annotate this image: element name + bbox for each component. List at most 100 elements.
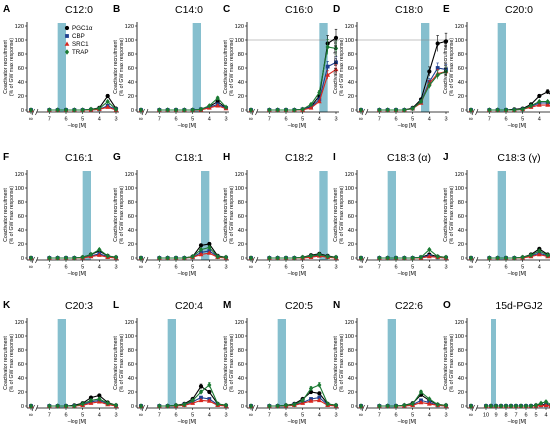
data-point xyxy=(88,397,94,404)
x-tick-label: 4 xyxy=(318,413,321,419)
y-axis-label-units: (% of GW max response) xyxy=(339,186,345,245)
legend-label: PGC1α xyxy=(72,25,93,32)
panel-title: 15d-PGJ2 xyxy=(495,300,542,312)
data-point xyxy=(47,403,52,409)
data-point xyxy=(138,107,144,113)
axis-break-mark xyxy=(35,108,39,116)
x-tick-label: 7 xyxy=(158,413,161,419)
panel-title: C18:1 xyxy=(175,152,203,164)
y-tick-label: 40 xyxy=(128,80,134,86)
y-tick-label: 120 xyxy=(125,172,134,178)
y-axis-label-units: (% of GW max response) xyxy=(119,186,125,245)
data-point xyxy=(495,255,500,261)
y-axis-label-units: (% of GW max response) xyxy=(339,334,345,393)
data-point xyxy=(543,402,549,407)
data-point xyxy=(443,68,449,75)
x-tick-label: 7 xyxy=(48,265,51,271)
data-point xyxy=(292,107,297,113)
x-tick-label: 7 xyxy=(268,117,271,123)
legend-marker xyxy=(64,41,70,46)
y-axis-label: Coactivator recruitment xyxy=(443,188,449,242)
x-axis-label: –log [M] xyxy=(508,271,527,277)
data-point xyxy=(63,403,69,409)
panel-letter: O xyxy=(443,300,451,311)
data-point xyxy=(215,103,221,108)
legend-marker xyxy=(64,25,70,31)
x-tick-label: ∞ xyxy=(29,413,33,419)
y-axis-label-units: (% of GW max response) xyxy=(229,186,235,245)
y-tick-label: 120 xyxy=(235,172,244,178)
y-tick-label: 20 xyxy=(348,94,354,100)
data-point xyxy=(427,82,432,89)
axis-break-mark xyxy=(365,108,369,116)
data-point xyxy=(88,395,94,400)
panel-letter: E xyxy=(443,4,450,15)
y-tick-label: 0 xyxy=(351,108,354,114)
x-tick-label: 8 xyxy=(504,413,507,419)
y-axis-label: Coactivator recruitment xyxy=(113,188,119,242)
data-point xyxy=(173,402,179,408)
data-point xyxy=(418,98,424,105)
y-tick-label: 100 xyxy=(455,38,464,44)
y-tick-label: 120 xyxy=(455,320,464,326)
y-axis-label: Coactivator recruitment xyxy=(333,40,339,94)
panel-title: C18:3 (γ) xyxy=(497,152,540,164)
panel-letter: B xyxy=(113,4,120,15)
series-trap xyxy=(248,382,339,409)
y-tick-label: 80 xyxy=(458,348,464,354)
y-tick-label: 60 xyxy=(348,66,354,72)
data-point xyxy=(190,397,195,404)
data-point xyxy=(545,252,550,258)
axis-break-gap xyxy=(143,109,147,115)
axis-break-gap xyxy=(143,405,147,411)
x-tick-label: 7 xyxy=(158,265,161,271)
data-point xyxy=(308,253,314,259)
y-tick-label: 0 xyxy=(241,108,244,114)
data-point xyxy=(215,401,220,407)
axis-break-gap xyxy=(143,257,147,263)
y-tick-label: 40 xyxy=(348,228,354,234)
x-tick-label: 3 xyxy=(114,117,117,123)
data-point xyxy=(503,255,509,261)
series-trap xyxy=(468,399,550,409)
panel-title: C18:3 (α) xyxy=(387,152,431,164)
x-tick-label: 4 xyxy=(428,117,431,123)
data-point xyxy=(165,107,170,113)
data-point xyxy=(545,102,550,107)
y-tick-label: 40 xyxy=(238,376,244,382)
data-point xyxy=(105,93,110,99)
x-tick-label: 5 xyxy=(81,413,84,419)
x-tick-label: 5 xyxy=(521,117,524,123)
axis-break-mark xyxy=(361,108,365,116)
series-trap xyxy=(138,382,229,409)
data-point xyxy=(113,402,119,408)
y-axis-label: Coactivator recruitment xyxy=(3,336,9,390)
y-tick-label: 60 xyxy=(458,66,464,72)
y-tick-label: 80 xyxy=(128,52,134,58)
data-point xyxy=(426,401,432,406)
data-point xyxy=(198,384,204,389)
panel-letter: G xyxy=(113,152,121,163)
axis-break-mark xyxy=(141,108,145,116)
y-tick-label: 120 xyxy=(125,320,134,326)
data-point xyxy=(173,255,179,261)
data-point xyxy=(483,403,489,409)
data-point xyxy=(113,106,119,112)
panel-m: M C20:5 0 20 40 60 80 100 120 ∞ 7 6 5 4 3 –log [M] Coact… xyxy=(223,300,339,425)
x-tick-label: ∞ xyxy=(249,265,253,271)
axis-break-mark xyxy=(471,256,475,264)
data-point xyxy=(317,89,322,96)
panel-title: C12:0 xyxy=(65,4,93,16)
data-point xyxy=(536,252,542,257)
y-tick-label: 80 xyxy=(238,52,244,58)
data-point xyxy=(358,403,364,409)
panel-letter: H xyxy=(223,152,230,163)
x-tick-label: 9 xyxy=(494,413,497,419)
y-tick-label: 20 xyxy=(458,390,464,396)
x-tick-label: 6 xyxy=(504,117,507,123)
data-point xyxy=(97,105,102,112)
y-axis-label: Coactivator recruitment xyxy=(333,188,339,242)
x-tick-label: 5 xyxy=(411,117,414,123)
axis-break-mark xyxy=(471,108,475,116)
